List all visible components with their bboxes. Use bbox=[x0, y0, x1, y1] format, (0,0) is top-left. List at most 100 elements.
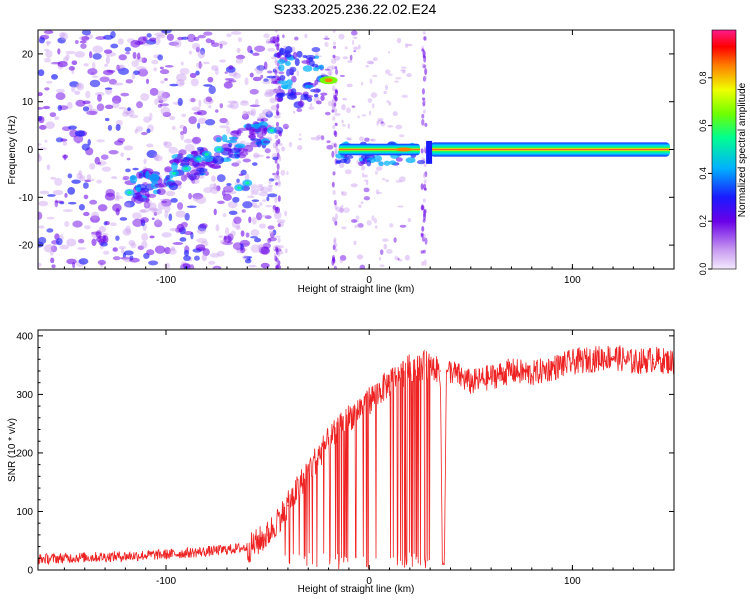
heatmap-cell bbox=[276, 36, 280, 44]
heatmap-cell bbox=[272, 207, 275, 213]
heatmap-cell bbox=[145, 78, 150, 85]
heatmap-cell bbox=[198, 61, 202, 69]
heatmap-cell bbox=[368, 61, 375, 65]
heatmap-cell bbox=[181, 261, 187, 265]
heatmap-cell bbox=[387, 125, 394, 128]
heatmap-cell bbox=[258, 125, 268, 134]
heatmap-cell bbox=[372, 74, 378, 78]
heatmap-cell bbox=[234, 143, 246, 149]
heatmap-cell bbox=[404, 43, 409, 48]
heatmap-cell bbox=[239, 101, 250, 106]
heatmap-cell bbox=[100, 154, 109, 160]
heatmap-cell bbox=[82, 211, 90, 217]
heatmap-cell bbox=[87, 139, 91, 146]
heatmap-cell bbox=[397, 205, 404, 208]
heatmap-cell bbox=[46, 164, 51, 171]
heatmap-cell bbox=[263, 91, 274, 98]
heatmap-cell bbox=[179, 237, 187, 242]
heatmap-cell bbox=[274, 69, 278, 76]
heatmap-cell bbox=[157, 95, 163, 101]
heatmap-cell bbox=[394, 255, 399, 261]
heatmap-cell bbox=[76, 172, 83, 180]
heatmap-cell bbox=[134, 195, 144, 204]
heatmap-cell bbox=[108, 78, 117, 85]
heatmap-cell bbox=[252, 76, 262, 82]
heatmap-cell bbox=[315, 100, 322, 105]
heatmap-cell bbox=[333, 217, 337, 223]
heatmap-cell bbox=[380, 121, 384, 124]
snr-point bbox=[84, 558, 86, 561]
heatmap-cell bbox=[276, 92, 284, 99]
heatmap-cell bbox=[226, 126, 231, 135]
heatmap-cell bbox=[331, 142, 335, 148]
heatmap-cell bbox=[83, 63, 89, 67]
snr-xtick-label: 100 bbox=[564, 576, 581, 587]
streak-core bbox=[196, 157, 201, 161]
heatmap-cell bbox=[251, 216, 257, 225]
heatmap-cell bbox=[282, 34, 285, 39]
heatmap-cell bbox=[183, 138, 194, 144]
heatmap-cell bbox=[77, 247, 87, 250]
heatmap-cell bbox=[284, 127, 288, 130]
heatmap-cell bbox=[260, 74, 264, 79]
heatmap-cell bbox=[189, 72, 197, 78]
heatmap-cell bbox=[334, 220, 338, 226]
heatmap-cell bbox=[230, 31, 242, 35]
heatmap-cell bbox=[394, 80, 400, 83]
heatmap-cell bbox=[130, 242, 137, 249]
heatmap-cell bbox=[201, 254, 207, 262]
heatmap-cell bbox=[421, 48, 425, 52]
heatmap-cell bbox=[277, 59, 286, 65]
heatmap-cells bbox=[38, 30, 670, 269]
heatmap-cell bbox=[378, 256, 382, 261]
heatmap-cell bbox=[332, 244, 336, 251]
heatmap-cell bbox=[119, 217, 128, 221]
heatmap-cell bbox=[331, 109, 335, 113]
upper-blob-core bbox=[324, 78, 333, 83]
heatmap-cell bbox=[316, 134, 322, 140]
heatmap-cell bbox=[216, 174, 226, 182]
heatmap-cell bbox=[163, 141, 168, 146]
heatmap-cell bbox=[219, 125, 229, 129]
heatmap-cell bbox=[214, 109, 219, 113]
heatmap-cell bbox=[363, 196, 371, 201]
heatmap-cell bbox=[273, 115, 281, 119]
heatmap-cell bbox=[157, 103, 163, 108]
heatmap-cell bbox=[175, 210, 186, 218]
heatmap-cell bbox=[58, 32, 66, 38]
heatmap-cell bbox=[194, 255, 200, 261]
heatmap-cell bbox=[164, 247, 171, 255]
heatmap-cell bbox=[181, 113, 187, 118]
snr-xlabel: Height of straight line (km) bbox=[298, 584, 415, 595]
heatmap-cell bbox=[43, 57, 51, 63]
heatmap-cell bbox=[38, 124, 47, 130]
heatmap-cell bbox=[240, 243, 244, 251]
heatmap-cell bbox=[245, 232, 250, 238]
heatmap-cell bbox=[281, 146, 286, 152]
heatmap-cell bbox=[166, 33, 175, 41]
heatmap-cell bbox=[92, 53, 102, 60]
heatmap-cell bbox=[45, 30, 50, 37]
heatmap-cell bbox=[379, 249, 384, 256]
snr-ytick-label: 0 bbox=[27, 566, 33, 577]
heatmap-cell bbox=[342, 56, 349, 60]
heatmap-cell bbox=[275, 121, 279, 127]
snr-point bbox=[592, 358, 594, 360]
heatmap-cell bbox=[334, 144, 338, 148]
heatmap-cell bbox=[229, 100, 239, 110]
heatmap-cell bbox=[166, 174, 171, 179]
heatmap-cell bbox=[43, 48, 49, 52]
heatmap-cell bbox=[272, 142, 278, 149]
heatmap-cell bbox=[347, 123, 351, 129]
heatmap-cell bbox=[423, 179, 427, 184]
heatmap-cell bbox=[250, 244, 262, 253]
snr-ylabel: SNR (10 * v/v) bbox=[7, 418, 18, 482]
heatmap-cell bbox=[345, 107, 351, 114]
heatmap-cell bbox=[81, 36, 90, 41]
heatmap-cell bbox=[69, 81, 79, 88]
heatmap-cell bbox=[334, 66, 338, 70]
heatmap-cell bbox=[136, 66, 147, 71]
heatmap-cell bbox=[219, 239, 228, 245]
heatmap-cell bbox=[217, 200, 225, 205]
heatmap-cell bbox=[144, 190, 150, 197]
